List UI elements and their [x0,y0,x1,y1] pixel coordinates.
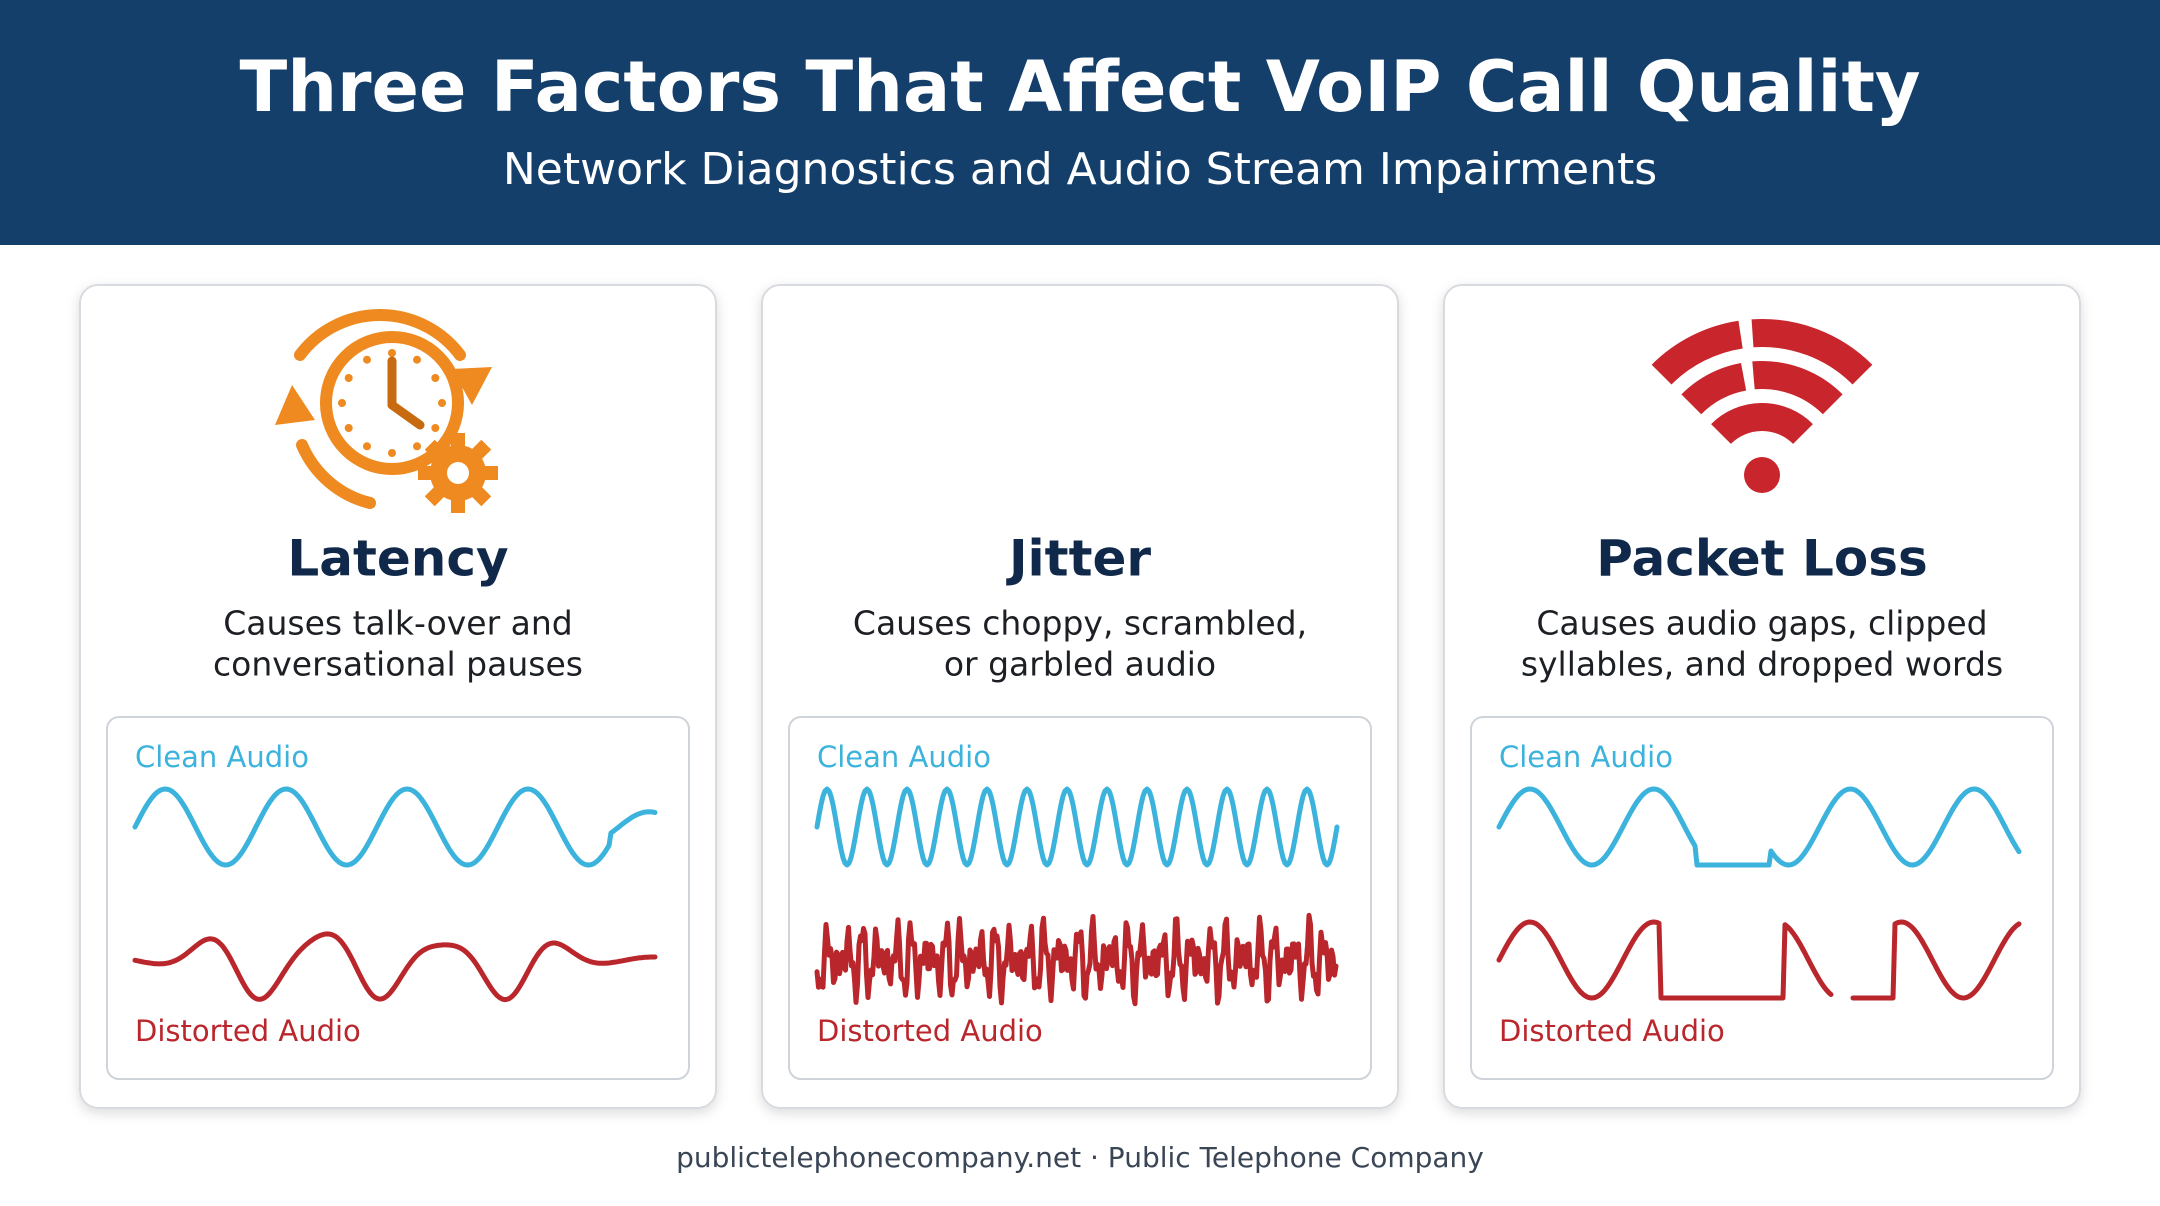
clean-label: Clean Audio [135,740,309,774]
clock-dot [338,399,346,407]
card: Latency Causes talk-over andconversationa… [79,284,717,1109]
arrow-head [452,367,492,405]
arrow-arc [294,309,466,361]
clock-hands [387,356,425,430]
card-description: Causes audio gaps, clipped [1536,604,1987,643]
clock-dot [344,374,353,382]
clock-dot [431,424,440,432]
card-icon [275,309,498,513]
clock-dot [413,355,421,364]
clean-wave [1496,786,2022,868]
card-description: Causes choppy, scrambled, [853,604,1307,643]
wifi-arc [1651,319,1873,385]
clean-wave [132,786,658,868]
title: Three Factors That Affect VoIP Call Qual… [239,46,1920,128]
footer: publictelephonecompany.net · Public Tele… [676,1141,1484,1174]
distorted-wave [814,912,1339,1007]
clean-label: Clean Audio [1499,740,1673,774]
arrow-head [275,385,315,425]
cards: Latency Causes talk-over andconversationa… [79,284,2081,1109]
card-description: or garbled audio [944,645,1216,684]
distorted-label: Distorted Audio [1499,1014,1725,1048]
distorted-label: Distorted Audio [817,1014,1043,1048]
distorted-wave [1496,919,2022,1001]
clock-dot [363,355,371,364]
clock-dot [363,442,371,451]
audio-panel [106,716,690,1080]
wifi-arc [1681,361,1843,415]
gear-hole [447,462,469,484]
subtitle: Network Diagnostics and Audio Stream Imp… [503,144,1657,195]
card-icon [1651,319,1873,493]
distorted-wave [132,931,658,1003]
clock-dot [438,399,446,407]
card-title: Packet Loss [1596,530,1928,588]
card-title: Latency [287,530,508,588]
wifi-arc [1711,403,1813,445]
card-description: Causes talk-over and [223,604,572,643]
wifi-dot [1744,457,1780,493]
clock-dot [413,442,421,451]
audio-panel [1470,716,2054,1080]
clock-dot [344,424,353,432]
distorted-label: Distorted Audio [135,1014,361,1048]
card-description: syllables, and dropped words [1521,645,2003,684]
card-description: conversational pauses [213,645,583,684]
clean-wave [814,786,1340,868]
clock-dot [431,374,440,382]
header-band [0,0,2160,245]
audio-panel [788,716,1372,1080]
clean-label: Clean Audio [817,740,991,774]
clock-dot [388,349,396,357]
card-title: Jitter [1006,530,1151,588]
clock-dot [388,449,396,457]
card: Packet Loss Causes audio gaps, clippedsyl… [1443,284,2081,1109]
arrow-arc [296,439,376,509]
card: Jitter Causes choppy, scrambled,or garble… [761,284,1399,1109]
